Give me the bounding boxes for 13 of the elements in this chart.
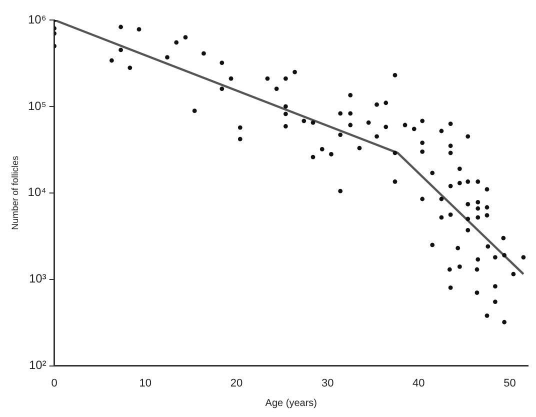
- y-tick-label: 10⁶: [28, 12, 46, 26]
- y-tick-label: 10⁴: [28, 185, 46, 200]
- y-tick-label: 10³: [28, 272, 46, 286]
- x-axis-title: Age (years): [265, 398, 317, 409]
- x-tick-label: 40: [412, 377, 425, 390]
- y-tick-label: 10⁵: [28, 98, 46, 113]
- x-tick-label: 10: [139, 377, 152, 390]
- x-tick-label: 20: [230, 377, 243, 390]
- x-tick-label: 50: [504, 377, 516, 390]
- y-tick-label: 10²: [28, 358, 46, 372]
- x-tick-label: 0: [51, 377, 58, 390]
- y-axis-title: Number of follicles: [10, 155, 20, 230]
- x-tick-label: 30: [321, 377, 334, 390]
